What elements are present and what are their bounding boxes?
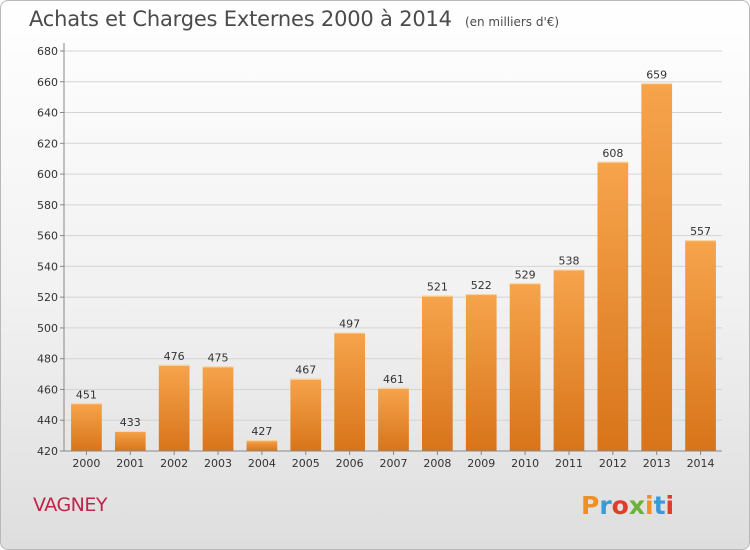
x-tick-label: 2003: [204, 457, 232, 470]
proxiti-logo: Proxiti: [581, 491, 674, 520]
x-tick-label: 2005: [292, 457, 320, 470]
logo-letter: P: [581, 491, 600, 520]
x-tick-label: 2004: [248, 457, 276, 470]
bar-2012: [597, 161, 629, 451]
logo-letter: r: [599, 491, 612, 520]
bar-value-label: 467: [295, 364, 316, 377]
chart-subtitle: (en milliers d'€): [464, 15, 560, 29]
x-tick-label: 2014: [687, 457, 715, 470]
bar-2009: [465, 294, 497, 451]
bar-value-label: 659: [646, 68, 667, 81]
bar-value-label: 538: [558, 254, 579, 267]
y-tick-label: 520: [37, 291, 58, 304]
x-tick-label: 2000: [72, 457, 100, 470]
x-tick-label: 2002: [160, 457, 188, 470]
logo-letter: o: [611, 491, 629, 520]
bar-2014: [685, 240, 716, 451]
x-tick-label: 2009: [467, 457, 495, 470]
x-tick-label: 2011: [555, 457, 583, 470]
bar-2008: [422, 295, 453, 451]
bar-value-label: 529: [515, 268, 536, 281]
bar-value-label: 475: [208, 351, 229, 364]
x-tick-label: 2013: [643, 457, 671, 470]
y-tick-label: 480: [37, 353, 58, 366]
y-tick-label: 500: [37, 322, 58, 335]
x-tick-label: 2006: [336, 457, 364, 470]
logo-letter: i: [645, 491, 654, 520]
bar-2003: [202, 366, 234, 451]
bar-value-label: 433: [120, 416, 141, 429]
bar-2013: [641, 83, 673, 452]
title-row: Achats et Charges Externes 2000 à 2014 (…: [29, 7, 559, 31]
y-tick-label: 540: [37, 260, 58, 273]
y-tick-label: 440: [37, 414, 58, 427]
bar-2004: [246, 440, 278, 451]
x-tick-label: 2007: [380, 457, 408, 470]
y-tick-label: 420: [37, 445, 58, 458]
logo-letter: i: [665, 491, 675, 520]
bar-value-label: 427: [251, 425, 272, 438]
y-tick-label: 580: [37, 199, 58, 212]
x-tick-label: 2012: [599, 457, 627, 470]
bar-layer: 451 433 476 475 427 467 497 461 521 522 529 538 608 6…: [71, 68, 716, 452]
chart-title: Achats et Charges Externes 2000 à 2014: [29, 7, 452, 31]
bar-2002: [158, 364, 190, 451]
y-tick-label: 680: [37, 45, 58, 58]
y-tick-label: 660: [37, 76, 58, 89]
bar-value-label: 461: [383, 373, 404, 386]
bar-2005: [290, 378, 322, 451]
bar-value-label: 521: [427, 281, 448, 294]
place-name: VAGNEY: [33, 494, 108, 516]
bar-2007: [378, 387, 409, 451]
bar-2000: [71, 403, 102, 451]
y-tick-label: 560: [37, 230, 58, 243]
bar-2001: [114, 431, 146, 451]
logo-letter: x: [628, 491, 645, 520]
y-tick-label: 600: [37, 168, 58, 181]
x-tick-label: 2001: [116, 457, 144, 470]
bar-2011: [553, 269, 585, 451]
axis-layer: 420 440 460 480 500 520 540 560 580 600 620 640 660 6…: [37, 43, 722, 470]
bar-value-label: 522: [471, 279, 492, 292]
x-tick-label: 2008: [423, 457, 451, 470]
y-tick-label: 640: [37, 107, 58, 120]
bar-value-label: 608: [602, 147, 623, 160]
bar-value-label: 557: [690, 225, 711, 238]
bar-value-label: 476: [164, 350, 185, 363]
y-tick-label: 620: [37, 137, 58, 150]
y-tick-label: 460: [37, 383, 58, 396]
bar-2010: [509, 283, 541, 451]
bar-value-label: 451: [76, 388, 97, 401]
bar-2006: [334, 332, 365, 451]
x-tick-label: 2010: [511, 457, 539, 470]
logo-letter: t: [653, 491, 666, 520]
bar-value-label: 497: [339, 318, 360, 331]
